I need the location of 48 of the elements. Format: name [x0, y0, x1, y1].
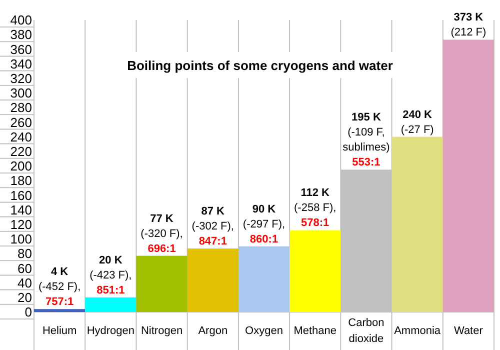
y-tick-label: 40 [18, 275, 32, 290]
y-tick-label: 280 [10, 100, 32, 116]
y-tick-label: 20 [18, 290, 32, 305]
x-tick-label: Carbon dioxide [348, 317, 384, 345]
data-label: 90 K (-297 F), 860:1 [242, 203, 286, 246]
x-tick-label: Nitrogen [140, 325, 183, 337]
y-tick-label: 160 [10, 188, 32, 203]
x-tick-label: Ammonia [394, 325, 442, 337]
x-tick-label: Methane [294, 325, 337, 337]
bar [290, 230, 341, 312]
data-label: 112 K (-258 F), 578:1 [294, 187, 336, 230]
data-label: 240 K (-27 F) [400, 108, 434, 136]
x-tick-label: Helium [42, 325, 77, 337]
bar [34, 309, 86, 312]
bar [85, 297, 136, 312]
y-tick-label: 120 [10, 216, 32, 232]
y-tick-label: 340 [10, 56, 32, 72]
x-tick-label: Argon [198, 325, 228, 337]
y-tick-label: 140 [10, 202, 32, 218]
x-tick-label: Water [454, 325, 484, 337]
y-tick-label: 80 [18, 246, 32, 262]
y-tick-label: 320 [10, 70, 32, 86]
data-label: 77 K (-320 F), 696:1 [140, 212, 183, 255]
y-tick-label: 200 [10, 158, 32, 174]
y-tick-label: 380 [10, 27, 32, 42]
y-tick-label: 360 [10, 42, 32, 57]
data-label: 20 K (-423 F), 851:1 [90, 254, 132, 296]
y-tick-label: 180 [10, 173, 32, 188]
bar [442, 40, 494, 312]
data-label: 87 K (-302 F), 847:1 [192, 205, 234, 248]
y-tick-label: 240 [10, 129, 32, 144]
y-tick-label: 0 [24, 304, 32, 320]
bar [238, 246, 290, 312]
y-tick-label: 100 [10, 232, 32, 247]
data-label: 4 K (-452 F), 757:1 [38, 266, 81, 308]
y-tick-label: 260 [10, 114, 32, 130]
y-tick-label: 60 [18, 260, 32, 276]
bar [136, 256, 188, 312]
bar [392, 136, 443, 312]
y-tick-label: 220 [10, 144, 32, 159]
y-tick-label: 300 [10, 86, 32, 101]
y-tick-label: 400 [10, 12, 32, 28]
text: Boiling points of some cryogens and water [127, 58, 393, 73]
data-label: 373 K (212 F) [450, 12, 486, 39]
data-label: 195 K (-109 F, sublimes) 553:1 [342, 112, 390, 169]
x-tick-label: Oxygen [245, 325, 283, 337]
x-tick-label: Hydrogen [86, 325, 135, 337]
bar [187, 248, 238, 312]
